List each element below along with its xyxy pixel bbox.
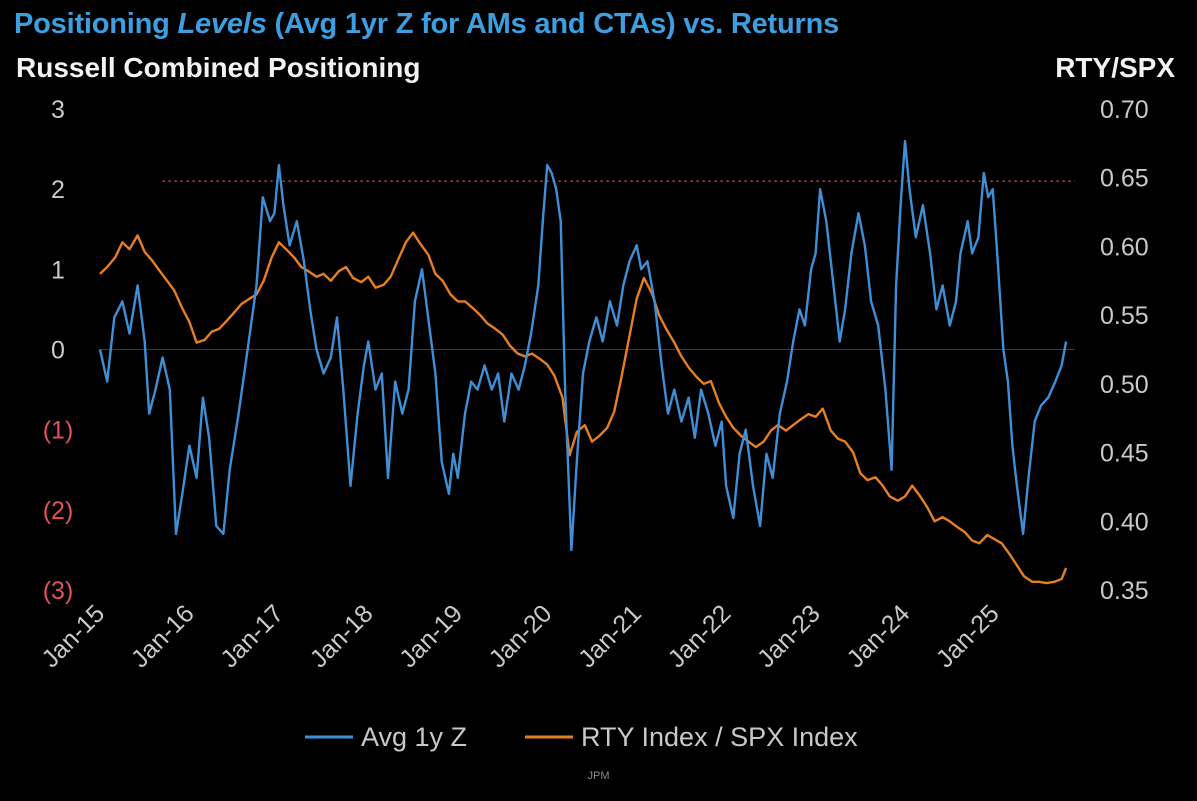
right-tick-label: 0.45 xyxy=(1100,440,1149,468)
reference-lines xyxy=(100,180,1075,350)
chart-title: Positioning Levels (Avg 1yr Z for AMs an… xyxy=(14,8,839,41)
series-line-rty-spx xyxy=(99,231,1068,585)
x-tick-label: Jan-24 xyxy=(841,599,915,673)
left-tick-label: (3) xyxy=(43,577,74,605)
x-axis-ticks: Jan-15 Jan-16 Jan-17 Jan-18 Jan-19 Jan-20 Jan-… xyxy=(36,599,1004,673)
left-axis-ticks: 3 2 1 0 (1) (2) (3) xyxy=(43,96,74,605)
left-tick-label: (1) xyxy=(43,417,74,445)
right-tick-label: 0.50 xyxy=(1100,371,1149,399)
x-tick-label: Jan-17 xyxy=(215,599,289,673)
x-tick-label: Jan-21 xyxy=(573,599,647,673)
x-tick-label: Jan-15 xyxy=(36,599,110,673)
legend-item-avg-z-label: Avg 1y Z xyxy=(361,722,467,752)
title-text-emphasis: Levels xyxy=(177,8,267,40)
x-tick-label: Jan-22 xyxy=(663,599,737,673)
series-lines xyxy=(98,139,1068,585)
x-tick-label: Jan-16 xyxy=(126,599,200,673)
right-tick-label: 0.65 xyxy=(1100,165,1149,193)
x-tick-label: Jan-19 xyxy=(394,599,468,673)
right-axis-ticks: 0.70 0.65 0.60 0.55 0.50 0.45 0.40 0.35 xyxy=(1100,96,1149,605)
legend-item-rty-spx-label: RTY Index / SPX Index xyxy=(581,722,858,752)
left-tick-label: 1 xyxy=(51,256,65,284)
left-tick-label: 2 xyxy=(51,176,65,204)
right-tick-label: 0.60 xyxy=(1100,233,1149,261)
x-tick-label: Jan-18 xyxy=(305,599,379,673)
chart-subtitle: Russell Combined Positioning xyxy=(16,52,421,83)
title-text-end: (Avg 1yr Z for AMs and CTAs) vs. Returns xyxy=(266,8,840,40)
x-tick-label: Jan-23 xyxy=(752,599,826,673)
right-tick-label: 0.70 xyxy=(1100,96,1149,124)
x-tick-label: Jan-25 xyxy=(931,599,1005,673)
legend: Avg 1y Z RTY Index / SPX Index xyxy=(305,722,858,752)
left-tick-label: (2) xyxy=(43,497,74,525)
right-axis-title: RTY/SPX xyxy=(1055,52,1175,83)
right-tick-label: 0.35 xyxy=(1100,577,1149,605)
x-tick-label: Jan-20 xyxy=(484,599,558,673)
source-footer: JPM xyxy=(587,770,610,782)
left-tick-label: 3 xyxy=(51,96,65,124)
series-line-avg-z xyxy=(98,139,1068,552)
left-tick-label: 0 xyxy=(51,337,65,365)
right-tick-label: 0.55 xyxy=(1100,302,1149,330)
right-tick-label: 0.40 xyxy=(1100,508,1149,536)
title-text-start: Positioning xyxy=(14,8,178,40)
